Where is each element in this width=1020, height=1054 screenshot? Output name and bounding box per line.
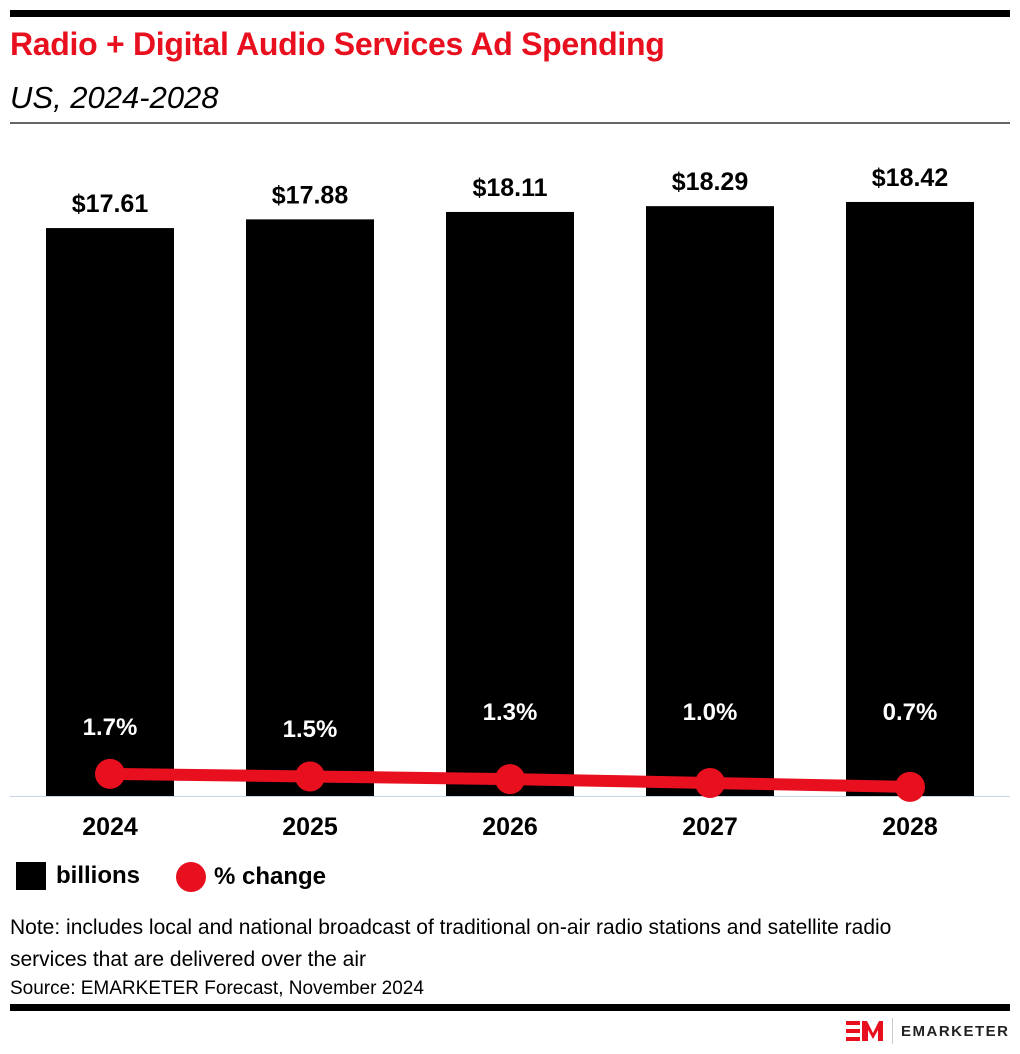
logo-text: EMARKETER (901, 1022, 1010, 1040)
percent-change-point-2028 (895, 771, 925, 802)
legend-swatch-line (176, 862, 206, 892)
percent-change-label-2027: 1.0% (683, 699, 738, 726)
bar-line-chart: $17.61 2024 $17.88 2025 $18.11 2026 $18.29 2027… (10, 164, 1010, 841)
bar-value-label-2024: $17.61 (72, 190, 149, 218)
chart-source: Source: EMARKETER Forecast, November 202… (10, 978, 424, 999)
chart-subtitle: US, 2024-2028 (10, 80, 219, 115)
bar-value-label-2025: $17.88 (272, 181, 349, 209)
x-tick-label-2024: 2024 (82, 813, 138, 841)
bar-value-label-2026: $18.11 (472, 174, 547, 202)
percent-change-label-2028: 0.7% (883, 699, 938, 726)
x-tick-label-2025: 2025 (282, 813, 338, 841)
legend-label-billions: billions (56, 862, 140, 889)
chart-note: Note: includes local and national broadc… (10, 916, 892, 971)
bar-2025 (246, 219, 374, 796)
x-tick-label-2026: 2026 (482, 813, 538, 841)
chart-title: Radio + Digital Audio Services Ad Spendi… (10, 26, 665, 62)
legend-item-billions: billions (16, 862, 140, 890)
bar-value-label-2028: $18.42 (872, 164, 948, 192)
percent-change-point-2024 (95, 758, 125, 789)
legend-label-percent-change: % change (214, 863, 327, 890)
bar-2028 (846, 201, 974, 796)
bar-value-label-2027: $18.29 (672, 168, 748, 196)
percent-change-label-2025: 1.5% (283, 716, 338, 743)
legend-item-percent-change: % change (176, 862, 326, 892)
logo-separator (892, 1018, 893, 1044)
bar-2024 (46, 228, 174, 796)
bar-2026 (446, 211, 574, 796)
percent-change-point-2026 (495, 764, 525, 795)
x-tick-label-2027: 2027 (682, 813, 738, 841)
top-rule (10, 10, 1010, 17)
x-tick-label-2028: 2028 (882, 813, 938, 841)
percent-change-label-2024: 1.7% (83, 714, 138, 741)
legend-swatch-bar (16, 862, 46, 890)
em-logo-icon (846, 1021, 883, 1041)
header-divider (10, 122, 1010, 124)
percent-change-point-2025 (295, 761, 325, 792)
percent-change-point-2027 (695, 768, 725, 798)
percent-change-label-2026: 1.3% (483, 699, 538, 726)
bar-2027 (646, 206, 774, 797)
bottom-rule (10, 1004, 1010, 1011)
emarketer-logo: EMARKETER (846, 1018, 1010, 1044)
